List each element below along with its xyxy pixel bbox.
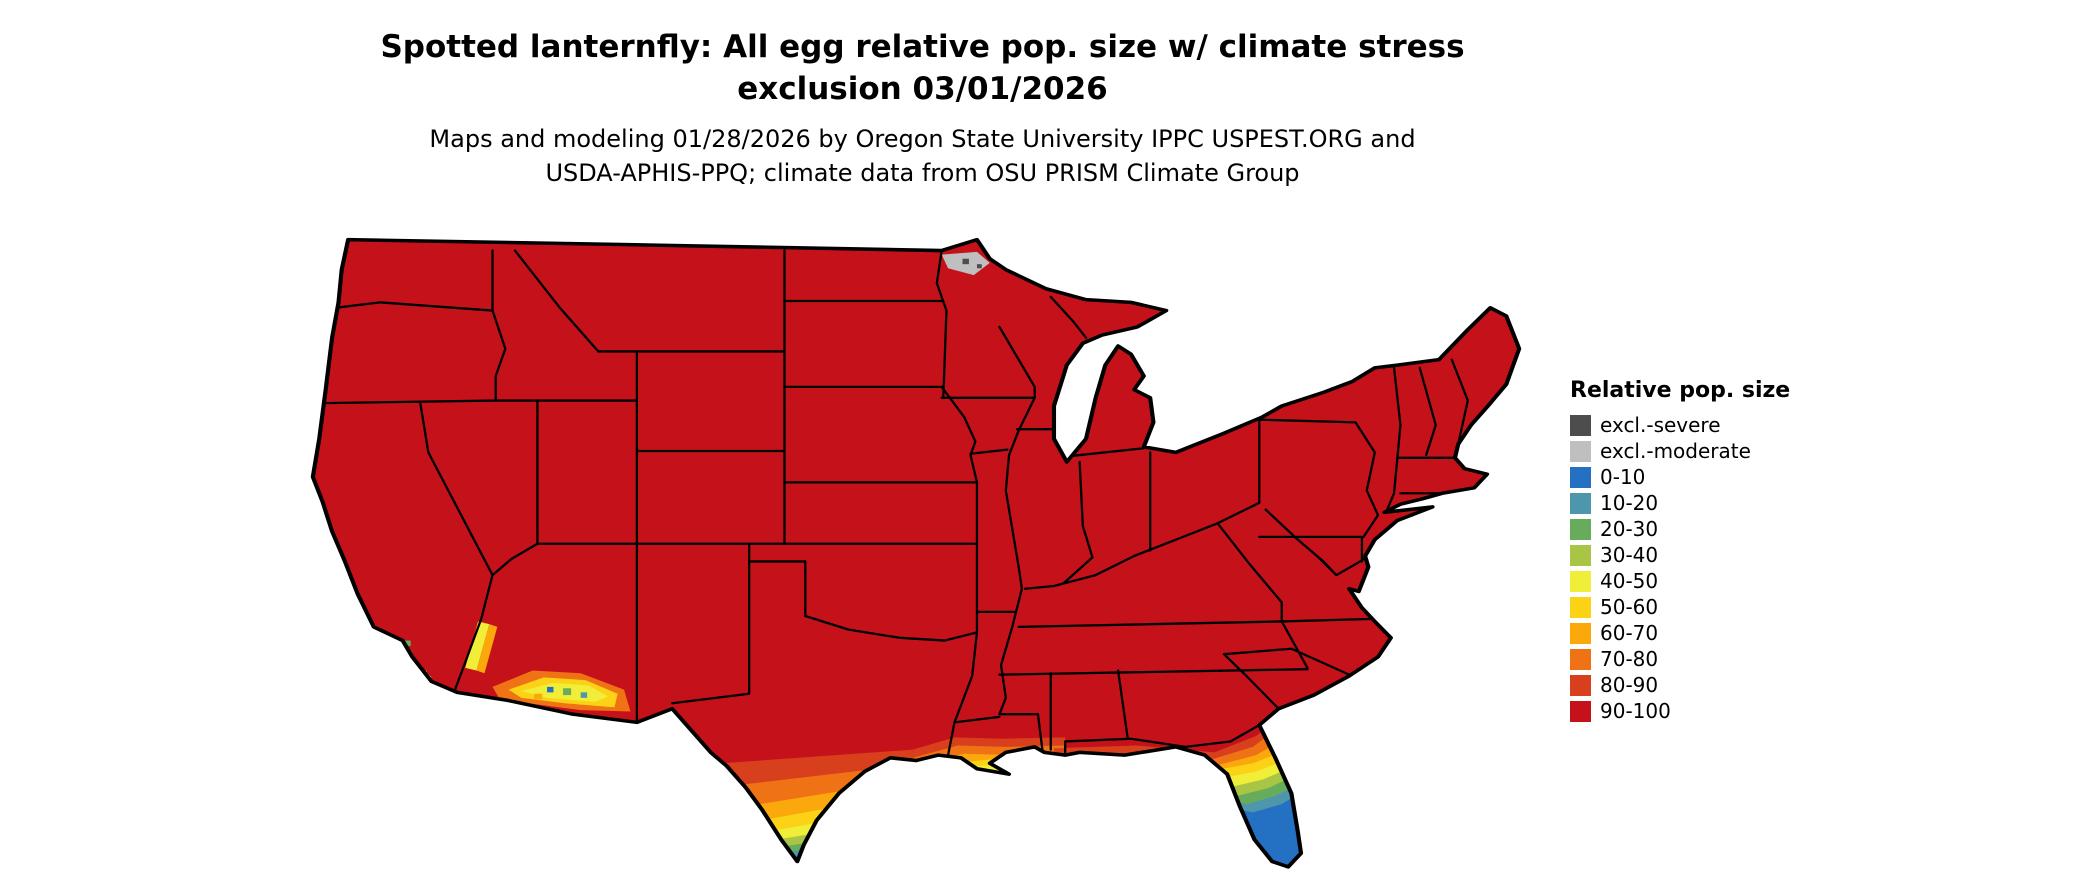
map-speck [404,640,411,646]
legend-label: 10-20 [1600,491,1659,515]
map-speck [962,258,969,265]
map-base-fill [312,239,1520,867]
legend-label: 90-100 [1600,699,1671,723]
legend-item: 40-50 [1570,571,1820,592]
subtitle-block: Maps and modeling 01/28/2026 by Oregon S… [0,122,1845,190]
legend-item: excl.-moderate [1570,441,1820,462]
legend-label: 30-40 [1600,543,1659,567]
map-band [465,621,490,671]
legend-label: excl.-moderate [1600,439,1751,463]
legend-swatch [1570,441,1591,462]
subtitle-line2: USDA-APHIS-PPQ; climate data from OSU PR… [545,159,1300,187]
legend-swatch [1570,519,1591,540]
legend-item: 60-70 [1570,623,1820,644]
state-border-lines-central [942,297,1308,755]
map-band [752,854,823,867]
map-speck [580,692,588,698]
legend-item: 20-30 [1570,519,1820,540]
legend-swatch [1570,623,1591,644]
map-band [739,838,849,867]
legend-swatch [1570,415,1591,436]
legend-swatch [1570,701,1591,722]
legend-item: 0-10 [1570,467,1820,488]
map-speck [335,558,342,565]
map-band [973,764,1016,867]
legend-swatch [1570,649,1591,670]
legend-item: 80-90 [1570,675,1820,696]
map-speck [976,264,982,269]
us-map [300,226,1532,886]
legend-item: 90-100 [1570,701,1820,722]
legend-title: Relative pop. size [1570,378,1791,403]
legend-swatch [1570,545,1591,566]
legend-swatch [1570,597,1591,618]
legend-label: 60-70 [1600,621,1659,645]
legend-swatch [1570,571,1591,592]
legend-item: 70-80 [1570,649,1820,670]
chart-title-line2: exclusion 03/01/2026 [737,71,1108,107]
map-band [951,759,1061,867]
legend-label: 0-10 [1600,465,1646,489]
legend-swatch [1570,675,1591,696]
legend: Relative pop. size excl.-severe excl.-mod… [1570,378,1820,727]
map-band [916,753,1066,867]
map-speck [547,686,554,693]
legend-items: excl.-severe excl.-moderate 0-10 10-20 20-30… [1570,415,1820,722]
legend-label: 80-90 [1600,673,1659,697]
legend-item: 30-40 [1570,545,1820,566]
legend-item: excl.-severe [1570,415,1820,436]
title-block: Spotted lanternfly: All egg relative pop… [0,26,1845,110]
legend-swatch [1570,493,1591,514]
legend-label: 70-80 [1600,647,1659,671]
state-border-lines-west [316,251,999,756]
map-band [1204,790,1375,867]
map-band [476,624,498,674]
chart-title-line1: Spotted lanternfly: All egg relative pop… [380,29,1465,65]
legend-item: 50-60 [1570,597,1820,618]
legend-label: 50-60 [1600,595,1659,619]
legend-label: 40-50 [1600,569,1659,593]
legend-label: excl.-severe [1600,413,1721,437]
map-speck [534,693,543,700]
subtitle-line1: Maps and modeling 01/28/2026 by Oregon S… [429,125,1416,153]
map-speck [563,688,572,696]
legend-swatch [1570,467,1591,488]
legend-label: 20-30 [1600,517,1659,541]
legend-item: 10-20 [1570,493,1820,514]
